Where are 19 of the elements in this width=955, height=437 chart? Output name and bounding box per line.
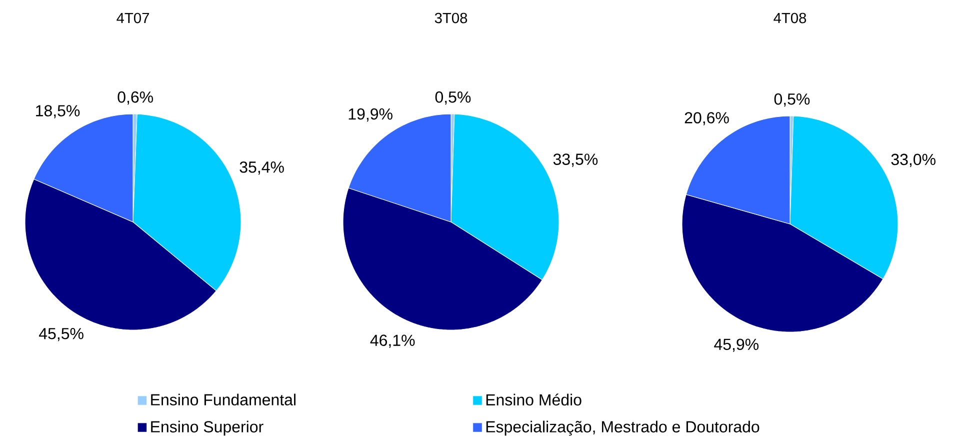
data-label: 18,5% [36,105,80,118]
data-label: 19,9% [348,108,392,122]
data-label: 33,5% [553,154,598,167]
data-label: 46,1% [370,334,415,348]
data-label: 20,6% [684,112,729,126]
legend-label: Especialização, Mestrado e Doutorado [486,420,760,436]
chart-title: 4T08 [774,12,806,24]
data-label: 45,5% [39,328,84,342]
data-label: 0,6% [118,91,154,105]
data-label: 33,0% [891,154,936,168]
chart-title: 4T07 [116,12,149,24]
data-label: 0,5% [774,93,810,107]
chart-title: 3T08 [434,12,468,24]
data-label: 35,4% [240,161,284,175]
data-label: 0,5% [435,91,471,105]
data-label: 45,9% [714,338,759,352]
legend-label: Ensino Médio [486,394,582,406]
legend-label: Ensino Fundamental [151,394,296,406]
legend-label: Ensino Superior [151,420,264,436]
